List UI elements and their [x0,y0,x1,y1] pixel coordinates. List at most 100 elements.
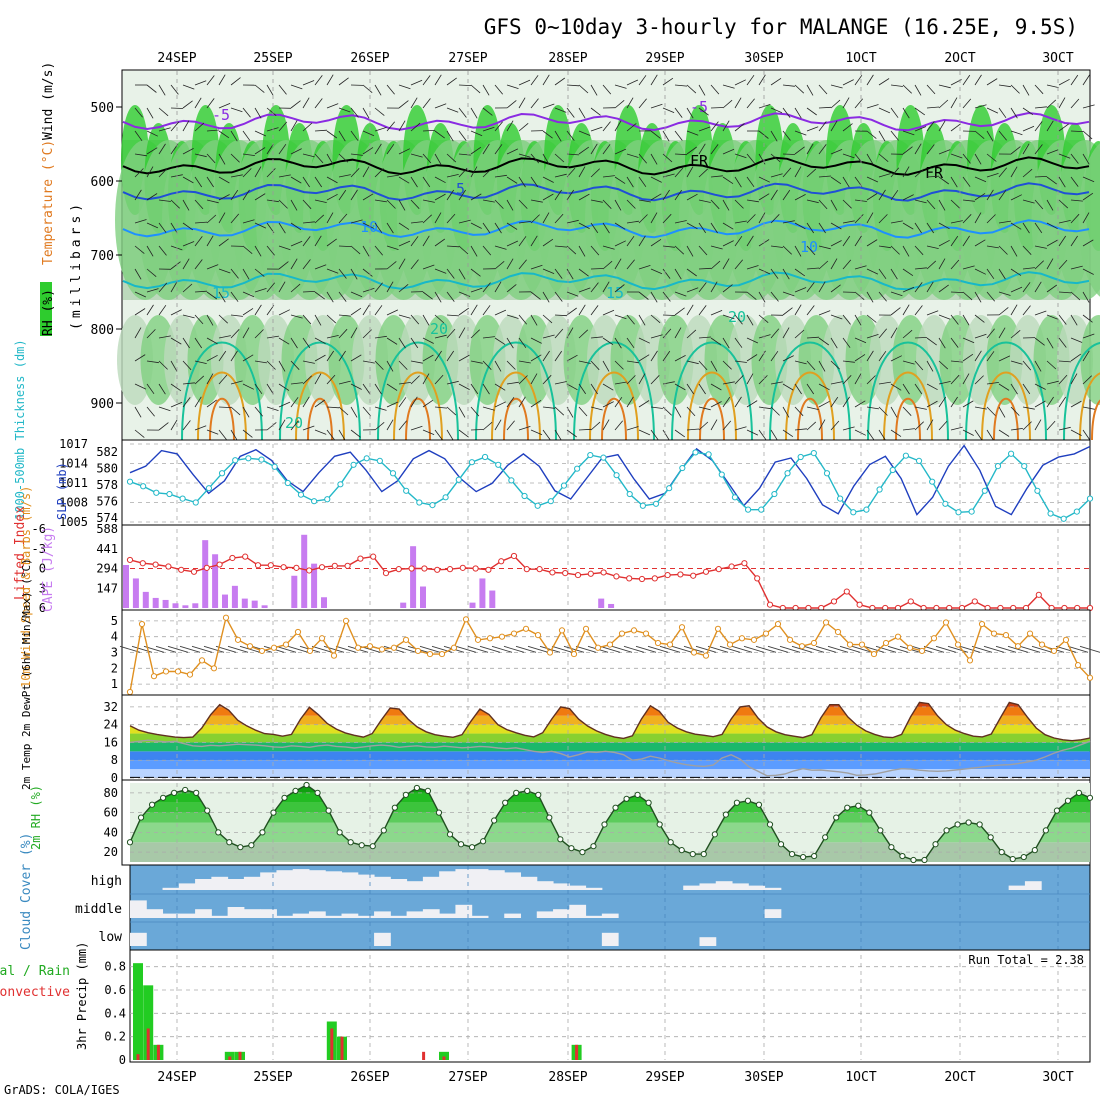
pressure-tick-label: 700 [91,249,114,264]
wind-barb [494,309,507,316]
wind-barb [1082,291,1090,303]
wind-barb [494,199,504,209]
wind-barb [302,337,311,349]
wind-barb [290,360,300,370]
lifted-index-point [728,563,735,570]
lifted-index-point [139,560,146,567]
wind-barb [998,167,1008,178]
contour-label: 20 [285,414,303,432]
wind-barb [506,314,519,319]
wind-barb [494,281,502,293]
tick-label: 0.8 [104,960,126,974]
wind-barb [602,383,614,391]
isotherm-30 [209,397,235,441]
wind-barb [806,383,815,395]
wind-barb [698,267,712,270]
wind-barb [374,406,387,411]
wind-barb [602,419,610,431]
tick-label: 578 [96,478,118,492]
wind-barb [830,258,838,270]
wind-barb [218,314,228,324]
cloud-middle-cell [162,913,180,918]
wind-speed-point [282,641,290,648]
isotherm-25 [393,371,443,441]
wind-barb [206,214,217,224]
wind-speed-point [714,625,722,632]
lifted-index-point [971,598,978,605]
wind-barb [554,173,567,178]
rh-point [325,807,332,814]
cape-bar [152,597,159,608]
cloud-middle-cell [585,915,603,918]
wind-barb [482,406,495,411]
wind-barb [218,153,226,165]
wind-barb [614,120,622,132]
wind-barb [626,259,635,270]
rh-point [700,851,707,858]
wind-barb [410,375,420,385]
slp-point [468,459,476,466]
wind-barb [134,327,142,339]
wind-barb [410,236,419,247]
wind-barb [650,193,662,201]
rh-point [137,814,145,821]
wind-barb [278,261,289,270]
wind-barb [830,222,842,230]
wind-barb [194,153,207,158]
wind-barb [458,153,471,156]
wind-barb [794,146,805,155]
cloud-high-cell [422,876,440,890]
wind-barb [398,148,410,155]
wind-barb [674,245,685,255]
wind-barb [590,143,598,155]
precip-panel: 00.20.40.60.8 Total / Rain Convective 3h… [0,942,1091,1067]
wind-barb [722,314,735,320]
cloud-high-cell [276,870,294,890]
slp-point [271,463,278,470]
tick-label: 32 [104,700,118,714]
wind-barb [422,130,436,132]
wind-barb [914,421,924,431]
rh-point [579,849,586,856]
wind-barb [194,396,202,408]
wind-barb [626,360,639,364]
wind-barb [362,222,374,229]
cape-bar [469,602,476,608]
thickness-axis-label: 1000-500mb Thickness (dm) [13,339,27,520]
wind-barb [698,406,711,411]
rh-point [215,829,222,836]
cape-bar [172,603,179,608]
rh-point [182,786,189,794]
cloud-middle-cell [243,909,261,918]
wind-barb [782,167,792,178]
wind-barb [770,214,780,224]
wind-barb [311,645,333,653]
wind-barb [218,212,226,224]
wind-barb [446,107,459,113]
wind-barb [470,84,481,94]
cloud-high-cell [699,883,717,890]
wind-barb [1082,314,1093,323]
wind-barb [1058,337,1067,348]
wind-barb [410,314,420,325]
wind-barb [374,84,382,96]
wind-barb [146,107,154,119]
top-date-label: 25SEP [253,51,292,66]
wind-barb [326,212,334,224]
wind-barb [326,350,335,362]
wind-barb [998,130,1007,141]
wind-barb [590,199,603,203]
precip-axis-label: 3hr Precip (mm) [75,942,89,1050]
wind-barb [1046,120,1054,132]
rh-point [877,827,884,834]
wind-barb [578,406,588,417]
wind-barb [1022,360,1032,371]
wind-speed-point [450,644,458,651]
wind-barb [998,291,1011,296]
wind-barb [554,429,562,441]
wind-barb [146,304,154,316]
wind-barb [854,74,863,86]
cloud-low-cell [374,932,391,946]
wind-barb [194,314,204,325]
slp-point [679,464,686,472]
